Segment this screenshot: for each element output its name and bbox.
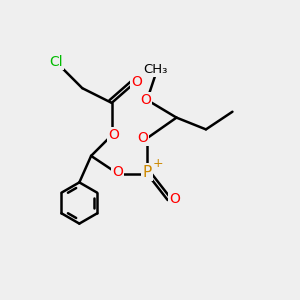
Text: O: O [131,75,142,89]
Text: O: O [140,93,151,107]
Text: +: + [153,157,164,170]
Text: Cl: Cl [49,55,63,69]
Text: O: O [169,192,181,206]
Text: O: O [108,128,118,142]
Text: P: P [142,165,152,180]
Text: O: O [137,131,148,145]
Text: O: O [112,165,123,179]
Text: CH₃: CH₃ [144,62,168,76]
